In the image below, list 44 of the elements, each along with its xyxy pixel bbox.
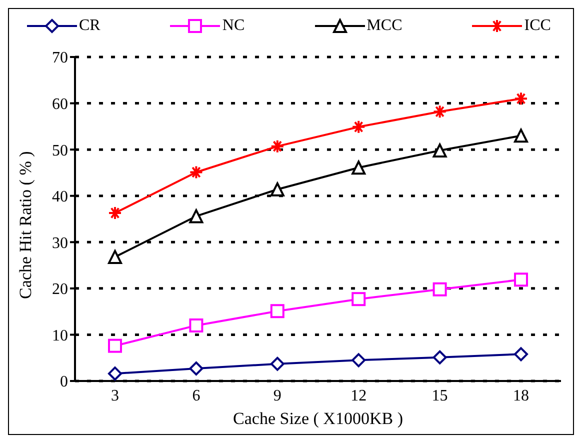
legend-label: CR xyxy=(79,17,100,35)
point xyxy=(514,347,528,362)
point xyxy=(270,182,284,196)
y-tick-label: 20 xyxy=(52,281,68,298)
point xyxy=(432,350,447,364)
point xyxy=(432,282,447,296)
x-tick-label: 3 xyxy=(111,387,119,404)
point xyxy=(189,165,204,180)
point xyxy=(352,292,366,306)
legend-label: ICC xyxy=(524,17,551,35)
y-tick-label: 70 xyxy=(52,50,68,67)
point xyxy=(270,139,284,154)
point xyxy=(432,143,447,158)
point xyxy=(270,356,284,371)
y-tick-label: 50 xyxy=(52,142,68,160)
x-tick-label: 6 xyxy=(192,387,200,404)
point xyxy=(108,366,122,381)
point xyxy=(270,304,284,318)
point xyxy=(189,209,204,224)
x-tick-label: 9 xyxy=(273,387,282,404)
point xyxy=(514,128,528,143)
y-tick-label: 40 xyxy=(52,188,68,206)
point xyxy=(514,272,528,287)
y-tick-label: 0 xyxy=(60,374,68,391)
point xyxy=(108,206,122,220)
x-axis-title: Cache Size ( X1000KB ) xyxy=(233,409,403,428)
y-axis-title: Cache Hit Ratio ( % ) xyxy=(16,151,36,299)
x-tick-label: 15 xyxy=(432,387,448,404)
y-tick-label: 60 xyxy=(52,96,68,113)
x-tick-label: 18 xyxy=(513,387,529,404)
point xyxy=(352,160,366,175)
point xyxy=(432,104,447,119)
point xyxy=(352,353,366,368)
legend-label: MCC xyxy=(366,17,402,35)
point xyxy=(189,362,204,376)
point xyxy=(352,120,366,134)
point xyxy=(514,92,528,106)
legend-label: NC xyxy=(222,17,245,35)
point xyxy=(108,250,122,264)
y-tick-label: 10 xyxy=(52,327,68,344)
x-tick-label: 12 xyxy=(350,387,367,404)
y-tick-label: 30 xyxy=(52,234,68,252)
point xyxy=(108,338,122,353)
point xyxy=(189,318,204,332)
